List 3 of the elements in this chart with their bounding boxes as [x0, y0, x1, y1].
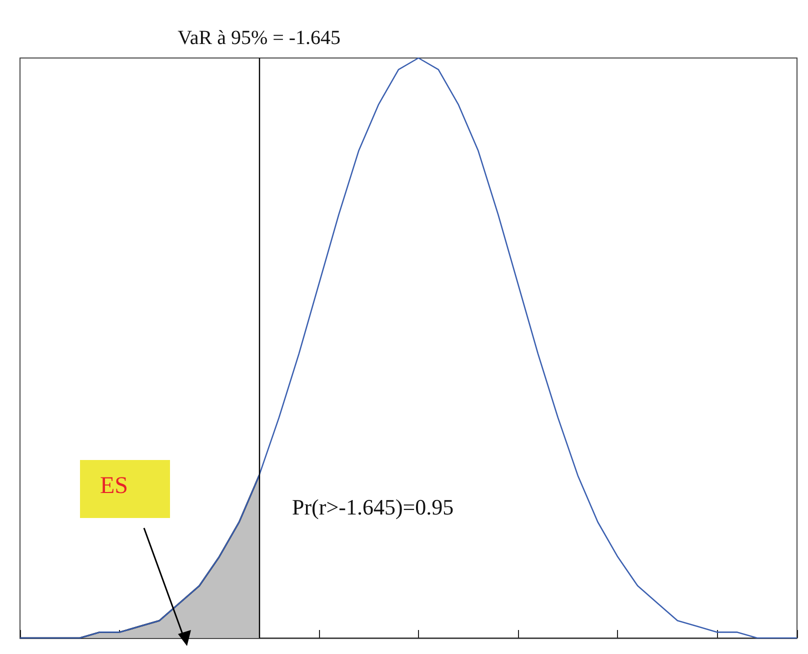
text: VaR à 95% = -1.645 — [178, 27, 341, 49]
annotation: ES — [100, 473, 128, 499]
annotation: Pr(r>-1.645)=0.95 — [292, 494, 454, 520]
